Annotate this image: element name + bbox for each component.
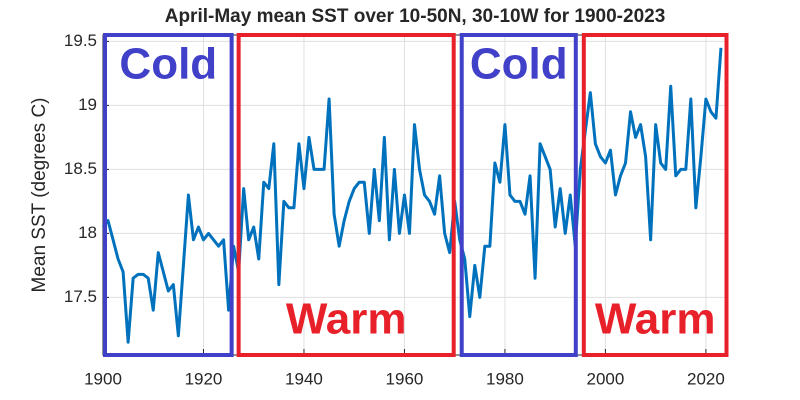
chart-title: April-May mean SST over 10-50N, 30-10W f… — [165, 6, 666, 27]
x-tick-label: 1960 — [386, 369, 424, 388]
period-box — [103, 33, 234, 357]
y-axis-label: Mean SST (degrees C) — [29, 97, 50, 292]
period-box — [236, 33, 456, 357]
x-tick-label: 1980 — [486, 369, 524, 388]
x-tick-label: 2000 — [587, 369, 625, 388]
x-tick-label: 1940 — [285, 369, 323, 388]
x-tick-label: 1900 — [84, 369, 122, 388]
x-tick-label: 1920 — [185, 369, 223, 388]
period-label: Cold — [119, 40, 217, 89]
x-tick-label: 2020 — [687, 369, 725, 388]
period-label: Warm — [286, 295, 407, 344]
plot-area — [103, 35, 726, 355]
y-tick-label: 18.5 — [64, 159, 97, 178]
y-tick-label: 19.5 — [64, 31, 97, 50]
period-box — [459, 33, 578, 357]
period-box — [581, 33, 729, 357]
period-label: Cold — [470, 40, 568, 89]
period-label: Warm — [595, 295, 716, 344]
y-tick-label: 19 — [78, 95, 97, 114]
y-tick-label: 17.5 — [64, 287, 97, 306]
data-line — [101, 47, 723, 344]
y-tick-label: 18 — [78, 223, 97, 242]
